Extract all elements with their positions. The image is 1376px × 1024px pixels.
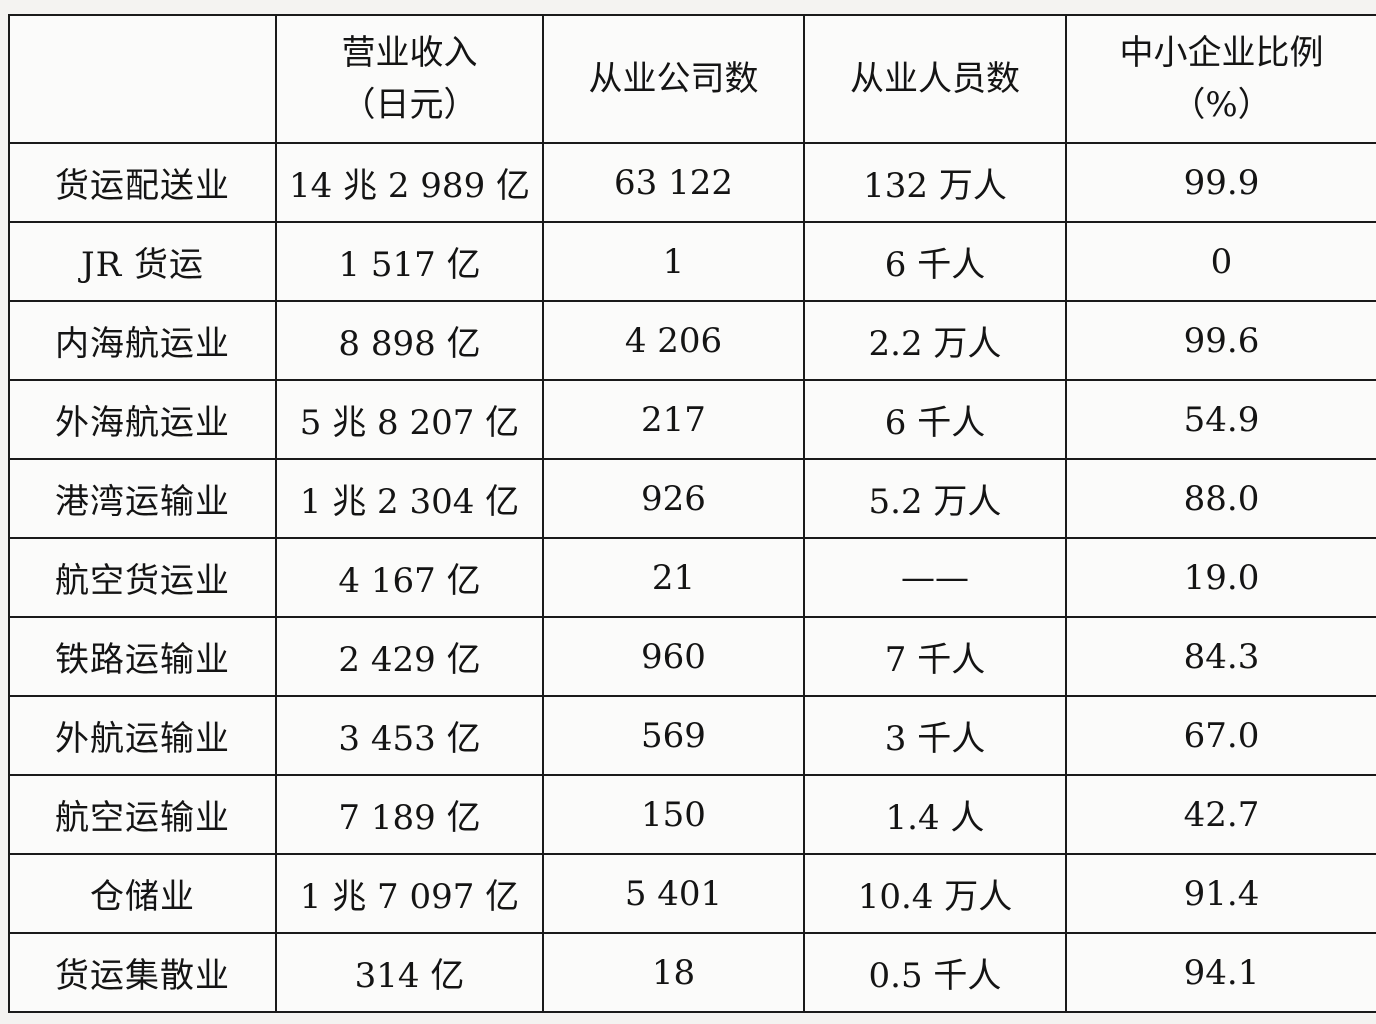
cell-company-count: 21 [542, 537, 805, 618]
cell-revenue: 1 兆 7 097 亿 [275, 853, 544, 934]
table-row: 港湾运输业 1 兆 2 304 亿 926 5.2 万人 88.0 [8, 458, 1376, 539]
cell-revenue: 7 189 亿 [275, 774, 544, 855]
table-row: 货运配送业 14 兆 2 989 亿 63 122 132 万人 99.9 [8, 142, 1376, 223]
header-sme-ratio: 中小企业比例 （%） [1065, 14, 1376, 144]
cell-employee-count: 3 千人 [803, 695, 1067, 776]
header-revenue: 营业收入 （日元） [275, 14, 544, 144]
cell-revenue: 314 亿 [275, 932, 544, 1013]
cell-sme-ratio: 84.3 [1065, 616, 1376, 697]
cell-industry: 外海航运业 [8, 379, 277, 460]
cell-employee-count: 0.5 千人 [803, 932, 1067, 1013]
cell-employee-count: 6 千人 [803, 221, 1067, 302]
cell-industry: 货运集散业 [8, 932, 277, 1013]
header-employee-count-line1: 从业人员数 [850, 59, 1020, 99]
logistics-industry-table: 营业收入 （日元） 从业公司数 从业人员数 中小企业比例 （%） 货运配送业 14 兆 2 … [8, 14, 1376, 1013]
cell-company-count: 18 [542, 932, 805, 1013]
cell-revenue: 4 167 亿 [275, 537, 544, 618]
cell-industry: 铁路运输业 [8, 616, 277, 697]
cell-sme-ratio: 99.6 [1065, 300, 1376, 381]
cell-revenue: 1 517 亿 [275, 221, 544, 302]
cell-sme-ratio: 88.0 [1065, 458, 1376, 539]
cell-sme-ratio: 67.0 [1065, 695, 1376, 776]
cell-industry: JR 货运 [8, 221, 277, 302]
cell-employee-count: 2.2 万人 [803, 300, 1067, 381]
cell-sme-ratio: 42.7 [1065, 774, 1376, 855]
cell-company-count: 1 [542, 221, 805, 302]
cell-industry: 内海航运业 [8, 300, 277, 381]
header-revenue-line1: 营业收入 [341, 33, 478, 73]
cell-company-count: 926 [542, 458, 805, 539]
header-row: 营业收入 （日元） 从业公司数 从业人员数 中小企业比例 （%） [8, 14, 1376, 144]
table-row: 航空运输业 7 189 亿 150 1.4 人 42.7 [8, 774, 1376, 855]
cell-revenue: 1 兆 2 304 亿 [275, 458, 544, 539]
cell-sme-ratio: 19.0 [1065, 537, 1376, 618]
cell-revenue: 14 兆 2 989 亿 [275, 142, 544, 223]
cell-employee-count: 1.4 人 [803, 774, 1067, 855]
cell-revenue: 3 453 亿 [275, 695, 544, 776]
cell-sme-ratio: 99.9 [1065, 142, 1376, 223]
cell-company-count: 63 122 [542, 142, 805, 223]
cell-company-count: 150 [542, 774, 805, 855]
cell-company-count: 960 [542, 616, 805, 697]
cell-revenue: 5 兆 8 207 亿 [275, 379, 544, 460]
cell-industry: 货运配送业 [8, 142, 277, 223]
cell-revenue: 2 429 亿 [275, 616, 544, 697]
cell-company-count: 4 206 [542, 300, 805, 381]
cell-employee-count: 6 千人 [803, 379, 1067, 460]
header-employee-count: 从业人员数 [803, 14, 1067, 144]
cell-sme-ratio: 54.9 [1065, 379, 1376, 460]
table-row: 货运集散业 314 亿 18 0.5 千人 94.1 [8, 932, 1376, 1013]
cell-company-count: 217 [542, 379, 805, 460]
cell-industry: 外航运输业 [8, 695, 277, 776]
cell-sme-ratio: 0 [1065, 221, 1376, 302]
header-company-count: 从业公司数 [542, 14, 805, 144]
cell-employee-count: 7 千人 [803, 616, 1067, 697]
cell-sme-ratio: 91.4 [1065, 853, 1376, 934]
table-row: 外海航运业 5 兆 8 207 亿 217 6 千人 54.9 [8, 379, 1376, 460]
cell-sme-ratio: 94.1 [1065, 932, 1376, 1013]
table-row: 铁路运输业 2 429 亿 960 7 千人 84.3 [8, 616, 1376, 697]
cell-company-count: 5 401 [542, 853, 805, 934]
cell-industry: 仓储业 [8, 853, 277, 934]
table-row: 外航运输业 3 453 亿 569 3 千人 67.0 [8, 695, 1376, 776]
header-sme-ratio-line2: （%） [1171, 85, 1272, 125]
header-industry [8, 14, 277, 144]
header-revenue-line2: （日元） [341, 85, 478, 125]
cell-employee-count: —— [803, 537, 1067, 618]
cell-company-count: 569 [542, 695, 805, 776]
cell-employee-count: 5.2 万人 [803, 458, 1067, 539]
cell-employee-count: 10.4 万人 [803, 853, 1067, 934]
header-sme-ratio-line1: 中小企业比例 [1119, 33, 1324, 73]
cell-industry: 港湾运输业 [8, 458, 277, 539]
cell-revenue: 8 898 亿 [275, 300, 544, 381]
table-row: 航空货运业 4 167 亿 21 —— 19.0 [8, 537, 1376, 618]
cell-employee-count: 132 万人 [803, 142, 1067, 223]
header-company-count-line1: 从业公司数 [588, 59, 759, 99]
cell-industry: 航空货运业 [8, 537, 277, 618]
cell-industry: 航空运输业 [8, 774, 277, 855]
